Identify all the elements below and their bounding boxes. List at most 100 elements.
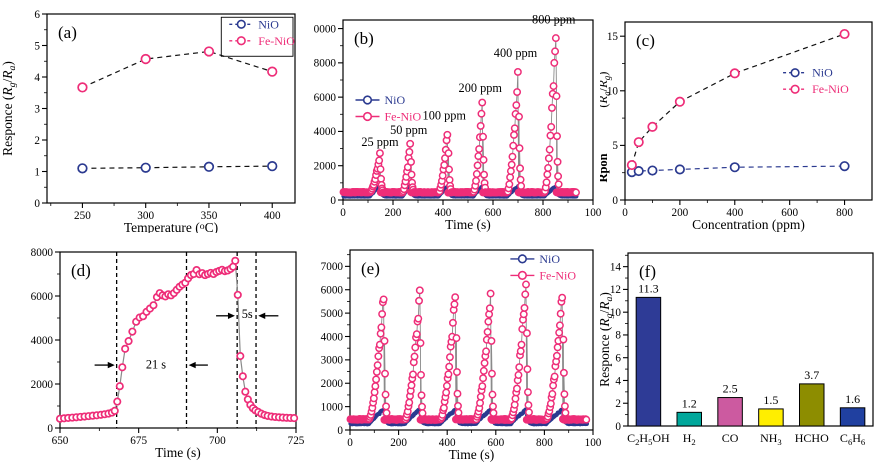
svg-text:675: 675 xyxy=(130,435,147,447)
annotation-text: 21 s xyxy=(146,358,166,372)
svg-text:800: 800 xyxy=(536,437,553,449)
svg-text:4000: 4000 xyxy=(321,331,344,343)
chart-f: 0 2 4 6 8 10 12 14 Responce (Rg/Ra) 11.3 C2H5OH 1.2… xyxy=(600,252,874,447)
bar-category-label: CO xyxy=(722,431,739,445)
bar-0 xyxy=(635,296,662,427)
bar-category-label: C2H5OH xyxy=(627,431,670,447)
x-axis-label: Time (s) xyxy=(445,217,491,232)
panel-a-response-vs-temperature: 0 1 2 3 4 5 6 250 300 350 400 Temperature (oC) Respo… xyxy=(0,0,300,233)
x-axis: 0 200 400 600 800 100 xyxy=(347,430,602,449)
svg-text:6: 6 xyxy=(34,9,40,21)
svg-text:0: 0 xyxy=(340,207,346,219)
bar-value-label: 3.7 xyxy=(804,368,819,382)
x-axis-label: Time (s) xyxy=(449,447,495,462)
svg-text:6000: 6000 xyxy=(314,92,337,104)
svg-text:300: 300 xyxy=(137,210,154,222)
panel-d-response-recovery-time: 0 2000 4000 6000 8000 650 675 700 725 Time (s) 21 … xyxy=(0,233,305,466)
concentration-label: 200 ppm xyxy=(459,81,503,95)
panel-letter: (d) xyxy=(71,261,91,280)
series-line-NiO xyxy=(631,165,845,173)
series-markers-NiO xyxy=(77,160,278,174)
svg-text:6000: 6000 xyxy=(321,285,344,297)
annotation-arrow xyxy=(216,312,235,319)
svg-text:800: 800 xyxy=(535,207,552,219)
panel-a: 0 1 2 3 4 5 6 250 300 350 400 Temperature (oC) Respo… xyxy=(0,9,296,233)
bar-value-label: 2.5 xyxy=(723,382,738,396)
svg-text:5: 5 xyxy=(612,140,618,152)
svg-text:800: 800 xyxy=(836,207,853,219)
legend: NiO Fe-NiO xyxy=(355,93,421,124)
bar-value-label: 1.5 xyxy=(763,393,778,407)
svg-text:1000: 1000 xyxy=(321,401,344,413)
y-axis: 0 2000 4000 6000 8000 0000 xyxy=(314,23,343,207)
svg-text:200: 200 xyxy=(385,207,402,219)
series-markers-Fe-NiO xyxy=(626,28,850,171)
y-axis: 0 2000 4000 6000 8000 xyxy=(31,247,60,435)
panel-f: 0 2 4 6 8 10 12 14 Responce (Rg/Ra) 11.3 C2H5OH 1.2… xyxy=(600,252,874,447)
panel-b-dynamic-response-concentrations: 0 2000 4000 6000 8000 0000 0 200 400 600 800 100 Tim… xyxy=(300,0,605,233)
svg-text:250: 250 xyxy=(74,210,91,222)
panel-letter: (f) xyxy=(639,262,656,281)
series-markers-Fe-NiO xyxy=(77,46,278,93)
svg-text:2000: 2000 xyxy=(321,378,344,390)
svg-text:200: 200 xyxy=(671,207,688,219)
y-axis-label: Responce (Rg/Ra) xyxy=(0,61,18,156)
svg-text:400: 400 xyxy=(439,437,456,449)
legend-label-NiO: NiO xyxy=(385,93,406,107)
svg-text:4000: 4000 xyxy=(31,335,54,347)
svg-text:12: 12 xyxy=(610,284,621,296)
svg-text:200: 200 xyxy=(390,437,407,449)
panel-letter: (c) xyxy=(636,31,655,50)
legend-label-NiO: NiO xyxy=(812,66,833,80)
x-axis: 0 200 400 600 800 xyxy=(622,200,853,219)
svg-text:650: 650 xyxy=(52,435,69,447)
panel-c: 0 5 10 15 0 200 400 600 800 Concentration (ppm) (R… xyxy=(600,21,873,232)
panel-letter: (e) xyxy=(361,259,380,278)
annotation-arrow xyxy=(258,312,279,319)
svg-text:8000: 8000 xyxy=(31,247,54,259)
svg-text:0: 0 xyxy=(34,198,40,210)
legend-label-NiO: NiO xyxy=(539,252,560,266)
series-line-NiO xyxy=(82,165,273,169)
bar-category-label: HCHO xyxy=(795,431,829,445)
svg-text:15: 15 xyxy=(607,31,619,43)
x-axis-label: Concentration (ppm) xyxy=(692,217,805,232)
svg-text:6000: 6000 xyxy=(31,291,54,303)
svg-text:100: 100 xyxy=(585,437,602,449)
annotation-arrow xyxy=(94,361,115,369)
panel-e-repeatability-cycles: 0 1000 2000 3000 4000 5000 6000 7000 0 200 400 600 8… xyxy=(305,233,605,466)
svg-text:400: 400 xyxy=(726,207,743,219)
svg-text:700: 700 xyxy=(209,435,226,447)
concentration-label: 800 ppm xyxy=(532,12,576,26)
svg-text:10: 10 xyxy=(607,86,619,98)
legend: NiO Fe-NiO xyxy=(783,66,849,96)
svg-text:400: 400 xyxy=(264,210,281,222)
annotation-text: 5s xyxy=(242,307,253,321)
y-axis: 0 2 4 6 8 10 12 14 xyxy=(610,254,628,433)
svg-text:0000: 0000 xyxy=(314,23,337,35)
bar-category-label: C6H6 xyxy=(840,431,866,447)
svg-text:2000: 2000 xyxy=(31,379,54,391)
svg-text:10: 10 xyxy=(610,307,622,319)
annotation-arrow xyxy=(188,361,208,369)
series-markers-NiO xyxy=(626,161,850,178)
panel-e: 0 1000 2000 3000 4000 5000 6000 7000 0 200 400 600 8… xyxy=(321,249,602,462)
y-axis-label: Responce (Rg/Ra) xyxy=(600,292,615,387)
svg-text:100: 100 xyxy=(585,207,602,219)
svg-text:2000: 2000 xyxy=(314,161,337,173)
x-axis: 650 675 700 725 xyxy=(52,428,305,447)
chart-a: 0 1 2 3 4 5 6 250 300 350 400 Temperature (oC) Respo… xyxy=(0,9,296,233)
svg-text:600: 600 xyxy=(485,207,502,219)
bar-1 xyxy=(676,411,702,427)
concentration-label: 400 ppm xyxy=(494,46,538,60)
series-FeNiO-pulses xyxy=(346,280,591,424)
svg-text:5000: 5000 xyxy=(321,308,344,320)
y-axis: 0 1 2 3 4 5 6 xyxy=(34,9,47,210)
chart-d: 0 2000 4000 6000 8000 650 675 700 725 Time (s) 21 … xyxy=(31,247,305,460)
x-axis-label: Temperature (oC) xyxy=(124,220,218,233)
series-line-Fe-NiO xyxy=(82,50,273,88)
panel-d: 0 2000 4000 6000 8000 650 675 700 725 Time (s) 21 … xyxy=(31,247,305,460)
svg-text:600: 600 xyxy=(487,437,504,449)
